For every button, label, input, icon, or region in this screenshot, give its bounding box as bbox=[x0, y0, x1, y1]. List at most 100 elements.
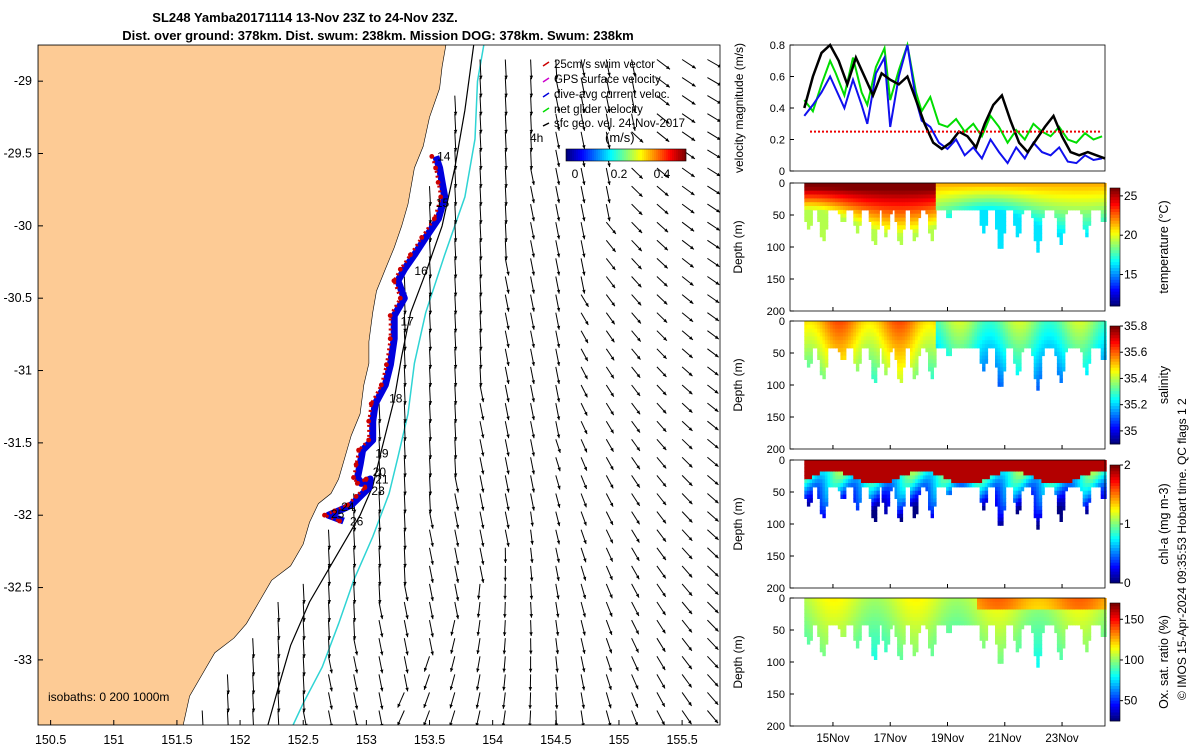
geo-vector-head bbox=[688, 390, 693, 395]
track-point bbox=[391, 278, 397, 284]
section-cell bbox=[804, 321, 808, 326]
velocity-ylabel: velocity magnitude (m/s) bbox=[732, 43, 746, 173]
section-cell bbox=[814, 332, 818, 337]
section-cell bbox=[1023, 198, 1027, 203]
track-point bbox=[432, 216, 437, 222]
section-cell bbox=[984, 359, 989, 364]
section-cell bbox=[915, 506, 919, 511]
section-colorbar-cell bbox=[1110, 352, 1120, 356]
colorbar-cell bbox=[626, 149, 629, 161]
section-cell bbox=[1033, 229, 1038, 234]
colorbar-cell bbox=[662, 149, 665, 161]
section-cell bbox=[1020, 486, 1025, 492]
section-cell bbox=[922, 183, 927, 188]
section-cell bbox=[876, 186, 880, 192]
geo-vector-head bbox=[556, 522, 561, 527]
section-cell bbox=[899, 236, 904, 242]
section-cell bbox=[1059, 232, 1063, 238]
geo-vector-head bbox=[583, 485, 587, 489]
section-cell bbox=[1087, 217, 1092, 222]
geo-vector-head bbox=[428, 509, 433, 514]
section-cell bbox=[855, 229, 860, 234]
geo-vector-head bbox=[714, 517, 719, 522]
section-cell bbox=[822, 651, 826, 657]
geo-vector-head bbox=[582, 181, 586, 185]
map-y-tick-label: -29 bbox=[14, 74, 32, 88]
section-cell bbox=[1069, 190, 1074, 196]
section-cell bbox=[863, 206, 867, 211]
section-cell bbox=[1002, 355, 1007, 360]
section-cell bbox=[843, 206, 847, 211]
section-cell bbox=[1085, 202, 1089, 207]
section-colorbar-tick-label: 35.6 bbox=[1124, 345, 1148, 359]
section-colorbar-cell bbox=[1110, 355, 1120, 359]
geo-vector-head bbox=[635, 685, 639, 690]
section-cell bbox=[1082, 190, 1087, 196]
section-cell bbox=[886, 359, 891, 364]
section-cell bbox=[902, 490, 906, 496]
geo-vector-head bbox=[556, 577, 560, 581]
section-cell bbox=[843, 186, 847, 192]
section-cell bbox=[824, 632, 829, 637]
section-cell bbox=[940, 186, 945, 192]
section-cell bbox=[1054, 206, 1058, 211]
section-cell bbox=[1044, 198, 1048, 203]
geo-vector-head bbox=[689, 318, 694, 322]
section-cell bbox=[824, 490, 829, 496]
geo-vector-head bbox=[610, 429, 614, 434]
section-cell bbox=[1077, 198, 1081, 203]
section-colorbar-cell bbox=[1110, 331, 1120, 336]
geo-vector-head bbox=[475, 722, 479, 725]
section-cell bbox=[879, 194, 883, 199]
section-cell bbox=[948, 351, 952, 357]
section-cell bbox=[930, 229, 934, 234]
section-colorbar-cell bbox=[1110, 273, 1120, 277]
geo-vector-head bbox=[479, 274, 483, 279]
section-cell bbox=[806, 328, 811, 334]
section-cell bbox=[850, 194, 855, 199]
geo-vector-head bbox=[428, 274, 433, 279]
track-point bbox=[397, 295, 403, 301]
section-cell bbox=[935, 198, 940, 203]
section-cell bbox=[891, 198, 896, 203]
geo-vector-head bbox=[450, 668, 454, 672]
section-cell bbox=[997, 209, 1001, 215]
day-label: 18 bbox=[389, 391, 403, 405]
section-cell bbox=[1000, 236, 1004, 242]
geo-vector-head bbox=[688, 573, 693, 578]
section-cell bbox=[1036, 209, 1040, 215]
section-cell bbox=[855, 213, 860, 219]
section-cell bbox=[1038, 355, 1043, 360]
section-cell bbox=[1062, 198, 1066, 203]
geo-vector-head bbox=[277, 618, 281, 622]
geo-vector-head bbox=[302, 708, 306, 713]
geo-vector-head bbox=[635, 630, 639, 635]
section-cell bbox=[1036, 213, 1040, 219]
section-cell bbox=[1059, 229, 1063, 234]
section-cell bbox=[1059, 206, 1063, 211]
geo-vector-head bbox=[582, 163, 586, 167]
section-cell bbox=[1082, 213, 1087, 219]
section-cell bbox=[1067, 183, 1071, 188]
section-colorbar-cell bbox=[1110, 261, 1120, 266]
geo-vector-head bbox=[430, 542, 434, 547]
section-cell bbox=[1100, 209, 1105, 215]
geo-vector-head bbox=[690, 209, 695, 214]
section-cell bbox=[1038, 213, 1043, 219]
colorbar-cell bbox=[680, 149, 683, 161]
geo-vector-head bbox=[582, 235, 586, 240]
section-cell bbox=[948, 190, 952, 196]
section-cell bbox=[1031, 186, 1035, 192]
velocity-y-tick-label: 0.6 bbox=[770, 72, 785, 84]
section-cell bbox=[1054, 198, 1058, 203]
section-cell bbox=[835, 206, 839, 211]
geo-vector-head bbox=[428, 256, 433, 261]
section-cell bbox=[1028, 190, 1032, 196]
section-cell bbox=[982, 217, 986, 222]
glider-track bbox=[320, 154, 449, 525]
geo-vector-head bbox=[632, 126, 636, 131]
section-colorbar-cell bbox=[1110, 503, 1120, 507]
colorbar-cell bbox=[640, 149, 643, 161]
section-cell bbox=[886, 206, 891, 211]
